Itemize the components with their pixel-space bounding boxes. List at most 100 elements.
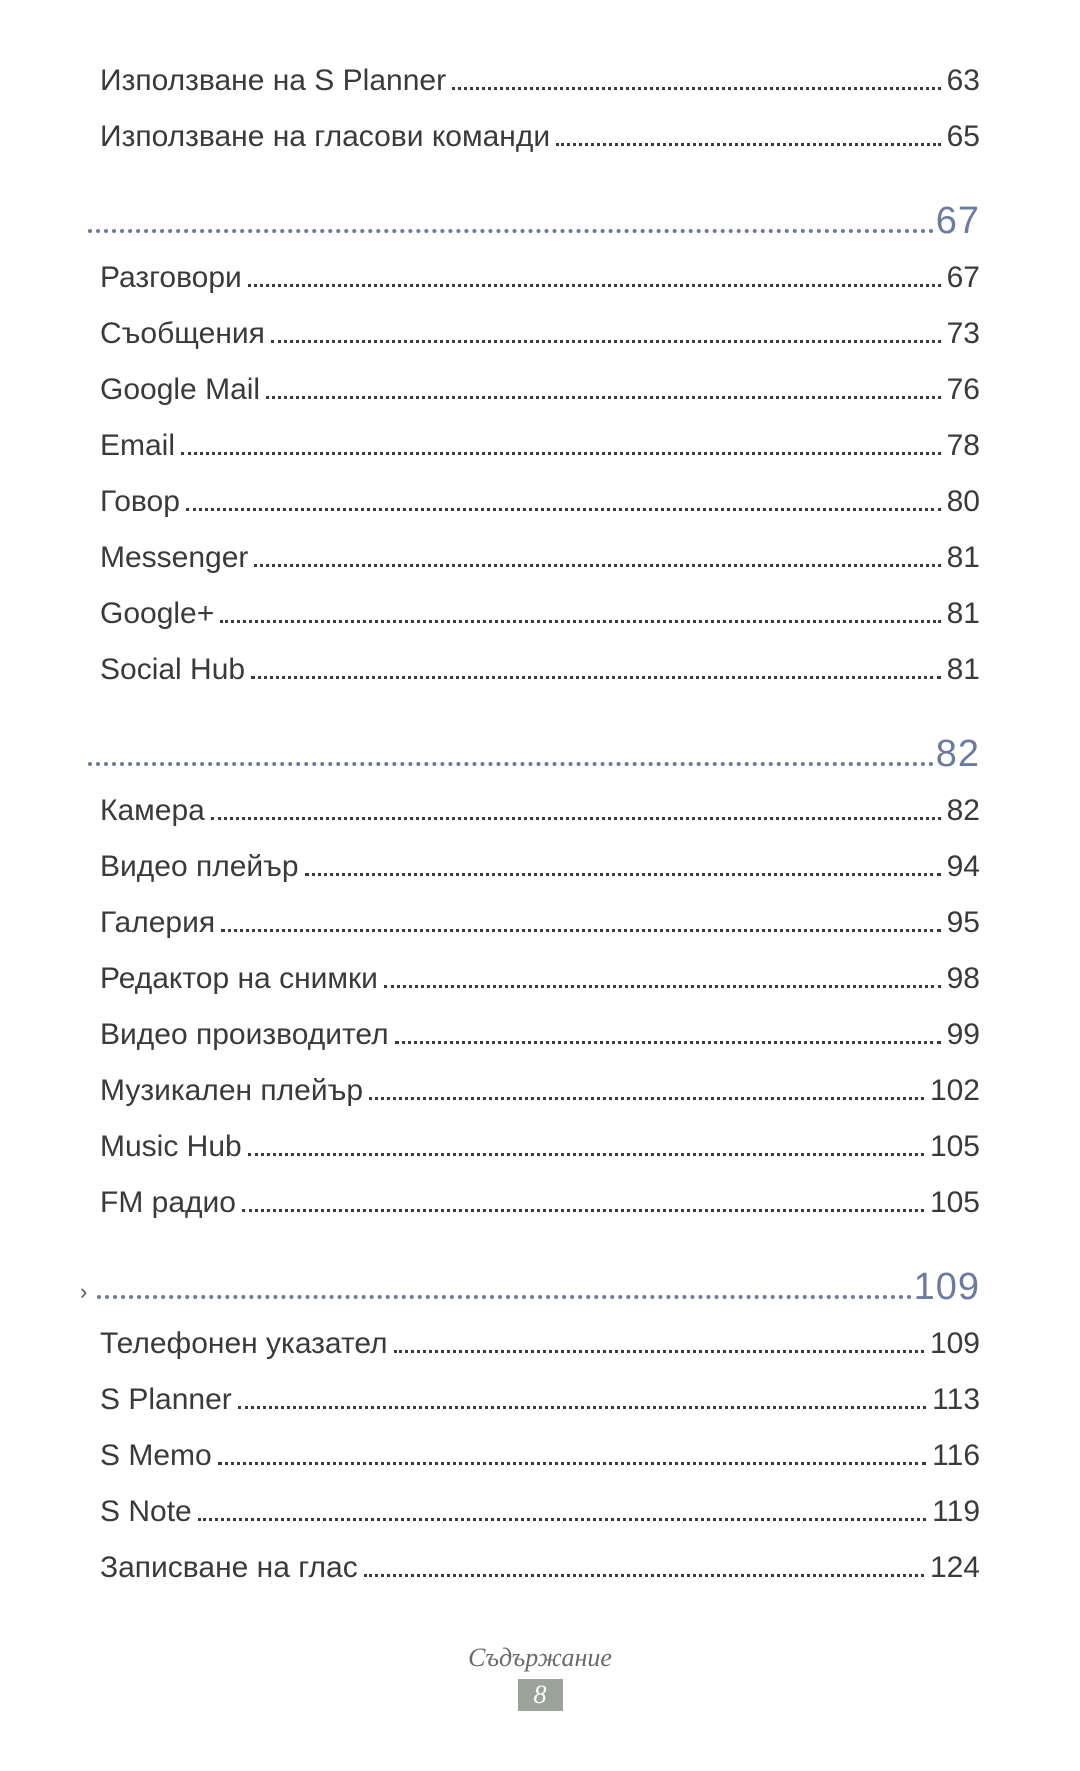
dot-leader [251, 676, 941, 679]
toc-entry-label: Галерия [100, 902, 215, 944]
toc-entry-page: 102 [930, 1070, 980, 1112]
dot-leader [266, 396, 941, 399]
toc-entry: S Planner 113 [100, 1379, 980, 1421]
toc-entry-label: Редактор на снимки [100, 958, 378, 1000]
toc-entry-label: Музикален плейър [100, 1070, 363, 1112]
toc-entry-page: 95 [947, 902, 980, 944]
toc-entry-label: Записване на глас [100, 1547, 358, 1589]
toc-entry-page: 65 [947, 116, 980, 158]
toc-entry-label: Разговори [100, 257, 242, 299]
toc-entry-label: Видео производител [100, 1014, 389, 1056]
dot-leader [254, 564, 940, 567]
toc-entry-page: 119 [932, 1491, 980, 1533]
toc-entry: Разговори 67 [100, 257, 980, 299]
toc-entry-label: Използване на S Planner [100, 60, 446, 102]
toc-entry-page: 73 [947, 313, 980, 355]
dot-leader [271, 340, 941, 343]
toc-entry-label: Използване на гласови команди [100, 116, 550, 158]
toc-entry: Телефонен указател 109 [100, 1323, 980, 1365]
dot-leader [181, 452, 941, 455]
toc-entry-page: 78 [947, 425, 980, 467]
footer-title: Съдържание [0, 1643, 1080, 1673]
toc-entry: FM радио 105 [100, 1182, 980, 1224]
toc-entry: Камера 82 [100, 790, 980, 832]
toc-entry-label: Камера [100, 790, 205, 832]
footer-page-number: 8 [518, 1679, 563, 1711]
page: Използване на S Planner 63 Използване на… [0, 0, 1080, 1771]
toc-entry-label: Music Hub [100, 1126, 242, 1168]
toc-entry-label: Social Hub [100, 649, 245, 691]
toc-entry-label: Google Mail [100, 369, 260, 411]
toc-entry-page: 113 [932, 1379, 980, 1421]
toc-entry-label: Email [100, 425, 175, 467]
dot-leader [395, 1041, 941, 1044]
toc-entry-page: 76 [947, 369, 980, 411]
toc-entry: Съобщения 73 [100, 313, 980, 355]
toc-entry-page: 80 [947, 481, 980, 523]
toc-entry: Email 78 [100, 425, 980, 467]
dot-leader [248, 1153, 924, 1156]
toc-entry-label: S Memo [100, 1435, 212, 1477]
toc-entry-page: 105 [930, 1126, 980, 1168]
page-footer: Съдържание 8 [0, 1643, 1080, 1711]
toc-entry-page: 98 [947, 958, 980, 1000]
toc-entry: Редактор на снимки 98 [100, 958, 980, 1000]
toc-entry-page: 63 [947, 60, 980, 102]
toc-entry: Използване на гласови команди 65 [100, 116, 980, 158]
dot-leader [384, 985, 941, 988]
toc-entry-page: 116 [932, 1435, 980, 1477]
dot-leader [88, 229, 934, 233]
dot-leader [242, 1209, 924, 1212]
dot-leader [556, 143, 941, 146]
toc-entry: Messenger81 [100, 537, 980, 579]
toc-section-page: 109 [914, 1266, 980, 1309]
dot-leader [211, 817, 941, 820]
toc-entry: Записване на глас 124 [100, 1547, 980, 1589]
toc-entry-page: 82 [947, 790, 980, 832]
toc-entry-label: Съобщения [100, 313, 265, 355]
dot-leader [218, 1462, 926, 1465]
toc-entry-page: 124 [930, 1547, 980, 1589]
toc-entry-page: 81 [947, 593, 980, 635]
toc-entry-page: 99 [947, 1014, 980, 1056]
dot-leader [369, 1097, 924, 1100]
dot-leader [221, 929, 941, 932]
toc-entry: Галерия 95 [100, 902, 980, 944]
dot-leader [364, 1574, 924, 1577]
toc-entry: S Memo 116 [100, 1435, 980, 1477]
toc-entry-label: S Note [100, 1491, 192, 1533]
toc-section-heading: 82 [80, 733, 980, 776]
toc-entry: S Note 119 [100, 1491, 980, 1533]
toc-entry-page: 105 [930, 1182, 980, 1224]
dot-leader [238, 1406, 926, 1409]
toc-section-page: 67 [936, 200, 980, 243]
toc-entry: Google+ 81 [100, 593, 980, 635]
toc-entry-page: 81 [947, 649, 980, 691]
toc-section-page: 82 [936, 733, 980, 776]
toc-entry: Music Hub 105 [100, 1126, 980, 1168]
table-of-contents: Използване на S Planner 63 Използване на… [100, 60, 980, 1589]
toc-entry-page: 81 [947, 537, 980, 579]
dot-leader [305, 873, 941, 876]
dot-leader [394, 1350, 924, 1353]
dot-leader [452, 87, 941, 90]
toc-entry-label: Google+ [100, 593, 214, 635]
toc-entry-label: FM радио [100, 1182, 236, 1224]
toc-entry-label: Телефонен указател [100, 1323, 388, 1365]
toc-section-heading: › 109 [80, 1266, 980, 1309]
chevron-right-icon: › [80, 1279, 87, 1305]
dot-leader [88, 762, 934, 766]
toc-entry: Social Hub 81 [100, 649, 980, 691]
toc-entry-label: S Planner [100, 1379, 232, 1421]
toc-entry-label: Видео плейър [100, 846, 299, 888]
dot-leader [220, 620, 940, 623]
dot-leader [186, 508, 941, 511]
toc-section-heading: 67 [80, 200, 980, 243]
toc-entry: Видео плейър 94 [100, 846, 980, 888]
toc-entry-page: 67 [947, 257, 980, 299]
dot-leader [97, 1295, 911, 1299]
toc-entry-page: 94 [947, 846, 980, 888]
toc-entry-label: Говор [100, 481, 180, 523]
toc-entry: Видео производител 99 [100, 1014, 980, 1056]
toc-entry-page: 109 [930, 1323, 980, 1365]
